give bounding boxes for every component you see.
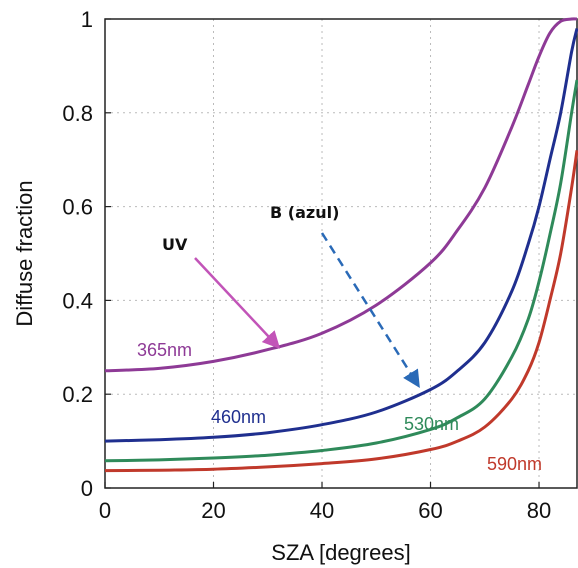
series-labels: 365nm 460nm 530nm 590nm xyxy=(137,340,542,474)
series-lines xyxy=(104,17,578,473)
y-axis-label: Diffuse fraction xyxy=(12,180,37,326)
x-tick-label: 0 xyxy=(99,498,111,523)
y-tick-label: 0.4 xyxy=(62,288,93,313)
series-label-530nm: 530nm xyxy=(404,414,459,434)
plot-frame xyxy=(104,18,578,489)
series-label-590nm: 590nm xyxy=(487,454,542,474)
y-tick-label: 0.6 xyxy=(62,195,93,220)
series-label-365nm: 365nm xyxy=(137,340,192,360)
series-line-460nm xyxy=(104,28,578,443)
series-line-590nm xyxy=(104,150,578,473)
x-tick-label: 40 xyxy=(310,498,334,523)
y-tick-label: 0 xyxy=(81,476,93,501)
x-tick-label: 80 xyxy=(527,498,551,523)
uv-annotation: UV xyxy=(162,235,188,254)
b-azul-annotation: B (azul) xyxy=(270,203,339,222)
series-line-365nm xyxy=(104,17,578,373)
y-tick-label: 0.2 xyxy=(62,382,93,407)
x-tick-label: 20 xyxy=(201,498,225,523)
y-axis-ticks: 0 0.2 0.4 0.6 0.8 1 xyxy=(62,7,111,501)
grid-lines xyxy=(105,19,577,488)
series-label-460nm: 460nm xyxy=(211,407,266,427)
x-axis-ticks: 0 20 40 60 80 xyxy=(99,482,551,523)
series-line-530nm xyxy=(104,79,578,463)
y-tick-label: 0.8 xyxy=(62,101,93,126)
y-tick-label: 1 xyxy=(81,7,93,32)
uv-arrow xyxy=(194,257,281,349)
x-axis-label: SZA [degrees] xyxy=(271,540,410,565)
x-tick-label: 60 xyxy=(418,498,442,523)
